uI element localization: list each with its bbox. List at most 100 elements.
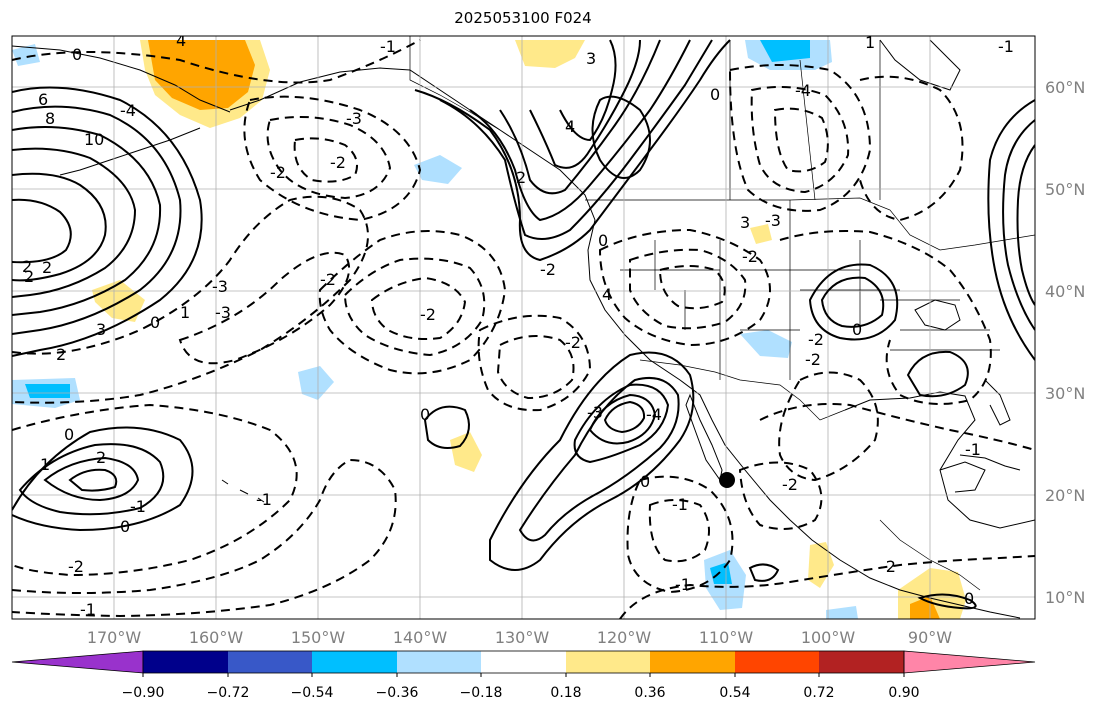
contour-label: 10 <box>84 130 104 149</box>
contour-label: -2 <box>808 330 824 349</box>
contour-label: -4 <box>795 81 811 100</box>
contour-line <box>591 95 651 179</box>
coastline-florida <box>984 379 1011 426</box>
longitude-labels: 170°W 160°W 150°W 140°W 130°W 120°W 110°… <box>87 628 952 647</box>
contour-line <box>759 403 1035 451</box>
contour-line <box>529 39 641 169</box>
contour-label: -3 <box>212 277 228 296</box>
colorbar-tick-label: 0.72 <box>803 685 834 701</box>
negative-contours <box>12 39 1035 619</box>
colorbar-swatch <box>397 651 481 673</box>
contour-label: 2 <box>42 258 52 277</box>
contour-line <box>658 265 726 310</box>
contour-line <box>12 147 137 298</box>
colorbar-swatch <box>735 651 819 673</box>
lon-label-100w: 100°W <box>801 628 856 647</box>
colorbar-swatch <box>481 651 566 673</box>
contour-label: 3 <box>740 213 750 232</box>
contour-label: 6 <box>38 90 48 109</box>
contour-label: 0 <box>120 517 130 536</box>
contour-line <box>12 39 421 84</box>
colorbar-tick-label: −0.72 <box>207 685 250 701</box>
coastline-hudson-bay <box>879 39 961 91</box>
contour-line <box>559 39 617 142</box>
contour-label: -4 <box>120 101 136 120</box>
contour-label: 0 <box>64 425 74 444</box>
contour-line <box>12 426 194 532</box>
shade-negative-region <box>414 155 462 184</box>
map-background <box>12 36 1035 619</box>
map-title: 2025053100 F024 <box>454 9 592 27</box>
border-states <box>620 200 1000 380</box>
contour-line <box>808 263 899 341</box>
colorbar-tick-labels: −0.90 −0.72 −0.54 −0.36 −0.18 0.18 0.36 … <box>122 685 920 701</box>
graticule <box>12 36 1035 619</box>
coastline-hawaii <box>221 479 265 503</box>
contour-line <box>773 107 829 173</box>
contour-label: -1 <box>256 490 272 509</box>
contour-line <box>370 276 467 340</box>
contour-label: -4 <box>646 405 662 424</box>
contour-line <box>423 405 470 449</box>
contour-label: -2 <box>782 475 798 494</box>
contour-line <box>18 443 165 516</box>
contour-label: 3 <box>96 320 106 339</box>
contour-line <box>489 351 695 571</box>
colorbar: −0.90 −0.72 −0.54 −0.36 −0.18 0.18 0.36 … <box>11 650 1036 701</box>
shade-positive-region <box>750 224 772 244</box>
contour-label: -1 <box>672 495 688 514</box>
contour-label: -1 <box>80 600 96 619</box>
colorbar-swatches <box>11 650 1036 677</box>
contour-line <box>12 172 107 282</box>
lon-label-90w: 90°W <box>908 628 952 647</box>
contour-label: 8 <box>45 109 55 128</box>
contour-line <box>906 350 969 398</box>
contour-label: 1 <box>865 33 875 52</box>
contour-line <box>779 230 992 405</box>
contour-line <box>12 105 182 335</box>
contour-label: 2 <box>56 345 66 364</box>
contour-label: -2 <box>565 333 581 352</box>
contour-line <box>626 475 734 594</box>
border-usa-mexico <box>639 359 846 421</box>
lon-label-130w: 130°W <box>495 628 550 647</box>
shade-positive-region <box>515 40 585 68</box>
contour-line <box>1002 119 1035 331</box>
contour-line <box>496 335 575 400</box>
coastline-gulf-of-mexico <box>844 391 1035 529</box>
contour-label: 0 <box>852 320 862 339</box>
contour-line <box>12 125 162 316</box>
contour-line <box>987 99 1035 361</box>
contour-line <box>414 39 731 262</box>
contour-line <box>1016 144 1035 306</box>
coastline-alaska <box>12 45 231 113</box>
lat-label-50n: 50°N <box>1045 180 1085 199</box>
colorbar-tick-label: 0.36 <box>634 685 665 701</box>
colorbar-tick-label: 0.90 <box>888 685 919 701</box>
lat-label-20n: 20°N <box>1045 486 1085 505</box>
shaded-regions <box>12 40 966 619</box>
contour-labels: 0 6 8 10 4 2 2 3 0 1 2 0 -1 -2 -2 -3 -4 … <box>22 33 1014 619</box>
contour-line <box>12 403 298 577</box>
contour-label: 0 <box>72 45 82 64</box>
contour-label: 0 <box>420 405 430 424</box>
colorbar-swatch <box>143 651 228 673</box>
lat-label-40n: 40°N <box>1045 282 1085 301</box>
contour-label: -2 <box>330 153 346 172</box>
location-marker-dot <box>719 472 735 488</box>
colorbar-swatch <box>312 651 397 673</box>
colorbar-tick-label: 0.54 <box>719 685 750 701</box>
colorbar-tick-label: −0.18 <box>460 685 503 701</box>
contour-line <box>243 95 422 222</box>
contour-line <box>12 195 369 404</box>
contour-line <box>499 39 661 195</box>
map-frame <box>11 35 1036 620</box>
colorbar-swatch <box>903 650 1036 674</box>
colorbar-tick-label: −0.90 <box>122 685 165 701</box>
contour-line <box>750 86 850 194</box>
coastline-yucatan <box>939 461 986 493</box>
contour-line <box>629 248 747 330</box>
lon-label-150w: 150°W <box>291 628 346 647</box>
border-canadian-provinces <box>729 40 881 201</box>
contour-label: -2 <box>805 350 821 369</box>
